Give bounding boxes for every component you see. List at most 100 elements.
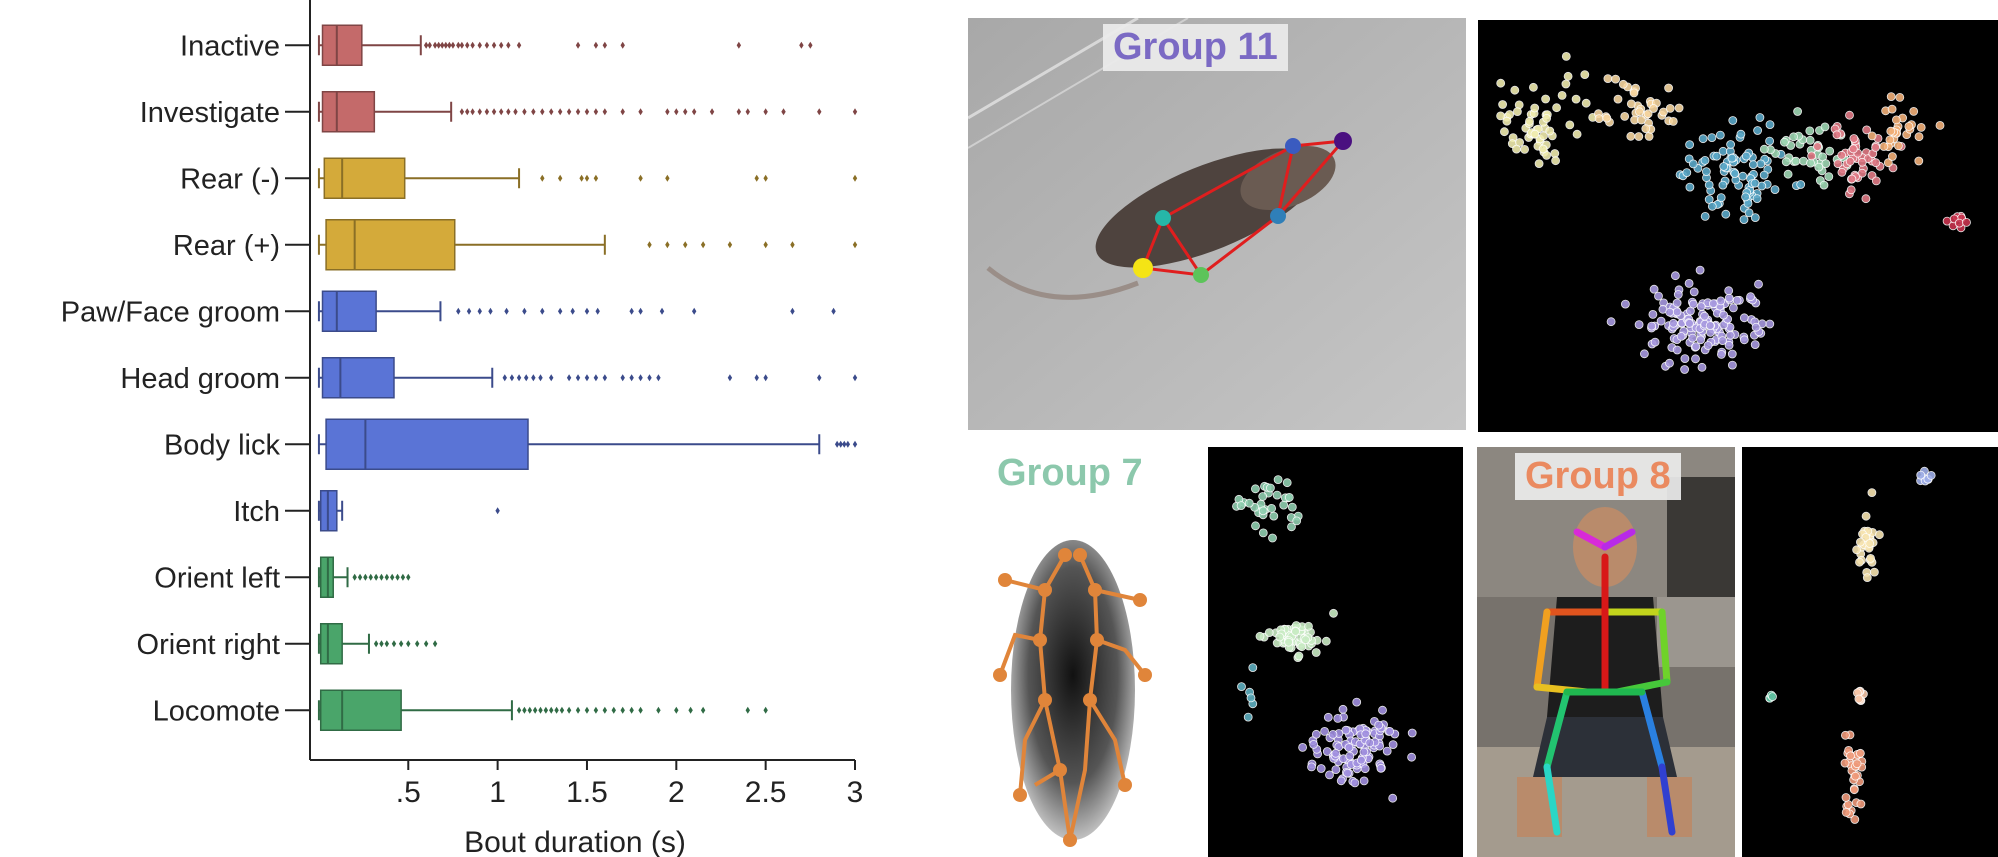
embedding-point <box>1748 160 1758 170</box>
embedding-point <box>1883 158 1893 168</box>
embedding-point <box>1759 170 1769 180</box>
embedding-point <box>1273 475 1283 484</box>
embedding-point <box>1258 528 1268 538</box>
mouse-pose-image <box>968 18 1466 430</box>
embedding-point <box>1736 129 1746 139</box>
box-outlier <box>727 241 733 249</box>
embedding-point <box>1954 218 1964 228</box>
box-outlier <box>620 41 625 49</box>
group7-label: Group 7 <box>997 452 1143 494</box>
embedding-point <box>1707 201 1717 211</box>
embedding-point <box>1561 79 1571 89</box>
embedding-point <box>1850 815 1860 824</box>
box-outlier <box>638 706 643 714</box>
box-outlier <box>584 108 590 116</box>
embedding-point <box>1331 765 1341 775</box>
embedding-point <box>1268 533 1277 543</box>
box-outlier <box>549 108 554 116</box>
embedding-point <box>1388 740 1398 750</box>
box-outlier <box>593 41 599 49</box>
embedding-point <box>1852 545 1861 555</box>
embedding-point <box>1329 608 1338 618</box>
box-outlier <box>659 307 665 315</box>
embedding-point <box>1333 713 1343 723</box>
box-outlier <box>557 174 563 182</box>
box-outlier <box>456 307 461 315</box>
box-outlier <box>504 307 509 315</box>
embedding-point <box>1712 151 1722 161</box>
embedding-point <box>1331 748 1341 758</box>
embedding-point <box>1316 764 1326 773</box>
embedding-point <box>1765 136 1775 146</box>
embedding-point <box>1513 107 1522 116</box>
fly-pose-image <box>993 540 1152 847</box>
box-outlier <box>549 374 554 382</box>
box-outlier <box>852 440 858 448</box>
box-outlier <box>656 374 661 382</box>
box-outlier <box>498 108 504 116</box>
embedding-point <box>1620 299 1630 309</box>
box-iqr <box>325 219 456 271</box>
embedding-point <box>1855 557 1864 567</box>
embedding-point <box>1496 78 1506 88</box>
embedding-point <box>1739 335 1749 345</box>
embedding-point <box>1498 100 1508 109</box>
embedding-point <box>1805 126 1815 136</box>
embedding-point <box>1716 296 1726 306</box>
embedding-point <box>1697 362 1707 372</box>
embedding-point <box>1673 290 1683 299</box>
box-outlier <box>432 41 438 49</box>
embedding-point <box>1581 98 1591 108</box>
embedding-point <box>1267 504 1276 513</box>
embedding-point <box>1765 319 1775 329</box>
embedding-point <box>1724 293 1734 303</box>
box-outlier <box>543 706 549 714</box>
embedding-point <box>1275 632 1285 642</box>
embedding-point <box>1530 129 1540 139</box>
y-tick-label: Paw/Face groom <box>61 296 280 328</box>
embedding-point <box>1848 144 1858 154</box>
embedding-point <box>1382 746 1392 756</box>
box-outlier <box>557 108 563 116</box>
embedding-point <box>1338 704 1348 714</box>
embedding-point <box>1320 726 1329 736</box>
y-tick-label: Rear (+) <box>173 230 280 262</box>
embedding-point <box>1814 162 1824 172</box>
embedding-point <box>1563 71 1573 81</box>
embedding-point <box>1626 99 1636 109</box>
box-outlier <box>691 307 697 315</box>
embedding-point <box>1388 793 1398 803</box>
group11-embedding-panel <box>1478 20 1998 432</box>
embedding-point <box>1837 150 1847 160</box>
embedding-point <box>1282 478 1292 488</box>
embedding-point <box>1854 694 1864 704</box>
box-outlier <box>575 706 581 714</box>
embedding-point <box>1728 116 1738 125</box>
box-outlier <box>584 307 590 315</box>
embedding-point <box>1728 303 1738 313</box>
embedding-point <box>1752 194 1762 204</box>
embedding-point <box>1696 302 1706 312</box>
embedding-point <box>1715 130 1725 140</box>
box-outlier <box>391 640 397 648</box>
box-outlier <box>373 640 379 648</box>
embedding-point <box>1360 764 1370 774</box>
box-outlier <box>447 41 452 49</box>
embedding-point <box>1685 318 1694 328</box>
embedding-point <box>1284 637 1293 647</box>
embedding-point <box>1594 114 1604 123</box>
box-outlier <box>754 374 759 382</box>
box-outlier <box>593 174 599 182</box>
embedding-point <box>1750 340 1760 350</box>
embedding-point <box>1649 284 1659 294</box>
embedding-point <box>1352 697 1362 707</box>
box-outlier <box>745 108 750 116</box>
embedding-point <box>1914 156 1924 166</box>
box-iqr <box>325 418 529 470</box>
embedding-point <box>1840 758 1850 768</box>
box-outlier <box>852 374 858 382</box>
box-outlier <box>466 307 472 315</box>
embedding-point <box>1545 126 1555 136</box>
embedding-point <box>1246 693 1256 703</box>
box-outlier <box>384 640 390 648</box>
